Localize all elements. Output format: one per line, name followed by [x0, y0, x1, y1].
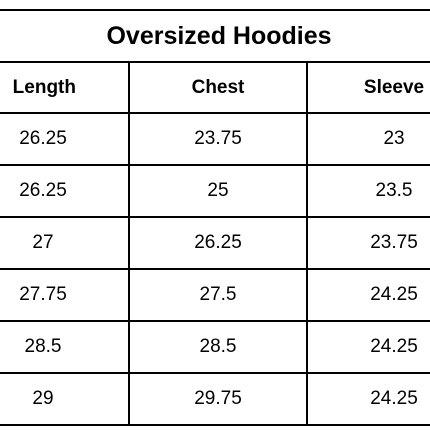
table-row: 26.25 23.75 23	[0, 112, 430, 166]
table-cell: 24.25	[305, 268, 430, 322]
table-cell: 29	[0, 372, 130, 426]
table-cell: 29.75	[128, 372, 308, 426]
table-cell: 23.75	[305, 216, 430, 270]
table-row: 26.25 25 23.5	[0, 164, 430, 218]
table-cell: 27	[0, 216, 130, 270]
header-row: Length Chest Sleeve	[0, 61, 430, 114]
table-cell: 26.25	[128, 216, 308, 270]
table-cell: 27.5	[128, 268, 308, 322]
size-table: Oversized Hoodies Length Chest Sleeve 26.25…	[0, 9, 430, 426]
column-header: Sleeve	[305, 61, 430, 114]
table-cell: 25	[128, 164, 308, 218]
table-cell: 28.5	[0, 320, 130, 374]
table-cell: 23.75	[128, 112, 308, 166]
table-row: 29 29.75 24.25	[0, 372, 430, 426]
table-cell: 23.5	[305, 164, 430, 218]
table-cell: 26.25	[0, 164, 130, 218]
title-row: Oversized Hoodies	[0, 9, 430, 63]
table-row: 28.5 28.5 24.25	[0, 320, 430, 374]
column-header: Length	[0, 61, 130, 114]
table-cell: 24.25	[305, 372, 430, 426]
table-body: Oversized Hoodies Length Chest Sleeve 26.25…	[0, 9, 430, 426]
table-cell: 28.5	[128, 320, 308, 374]
table-cell: 26.25	[0, 112, 130, 166]
column-header: Chest	[128, 61, 308, 114]
table-cell: 27.75	[0, 268, 130, 322]
table-title: Oversized Hoodies	[0, 9, 430, 63]
table-cell: 24.25	[305, 320, 430, 374]
table-row: 27 26.25 23.75	[0, 216, 430, 270]
table-cell: 23	[305, 112, 430, 166]
table-row: 27.75 27.5 24.25	[0, 268, 430, 322]
